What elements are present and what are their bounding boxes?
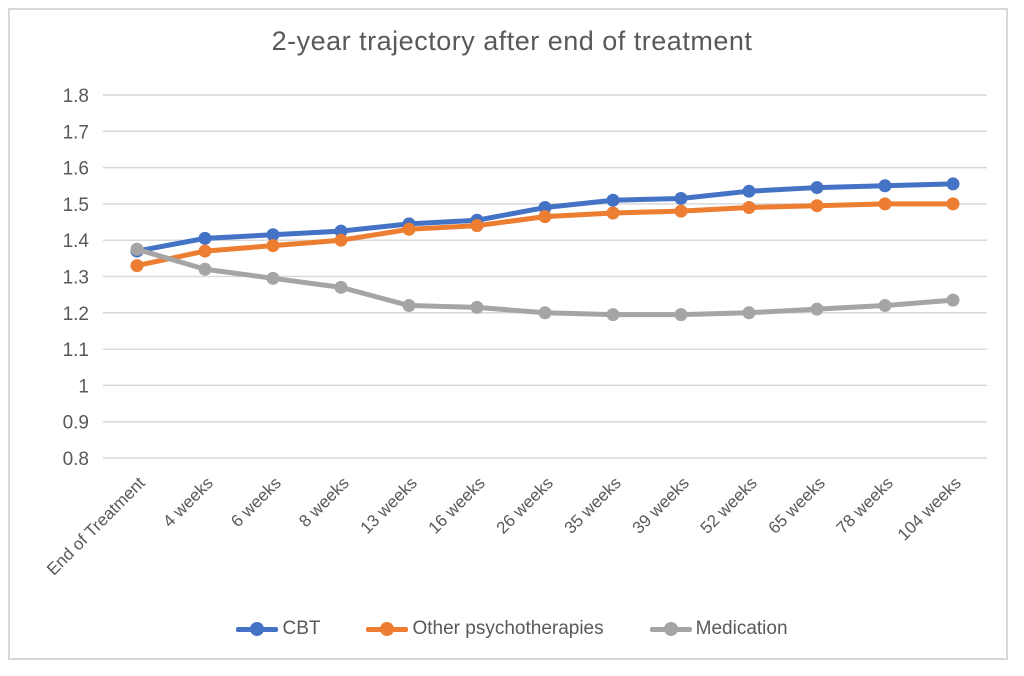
- y-tick-label: 1.2: [63, 304, 89, 325]
- data-point-0-9: [742, 184, 756, 198]
- legend-item-medication: Medication: [649, 618, 788, 640]
- other-psychotherapies-line-marker-icon: [366, 622, 409, 636]
- data-point-2-3: [334, 280, 348, 294]
- data-point-1-11: [878, 197, 892, 211]
- data-point-2-7: [606, 308, 620, 322]
- data-point-0-6: [538, 201, 552, 215]
- y-tick-label: 0.8: [63, 449, 89, 470]
- data-point-0-1: [198, 231, 212, 245]
- x-tick-label: 26 weeks: [493, 473, 557, 537]
- y-tick-label: 1: [78, 376, 89, 397]
- x-tick-label: 78 weeks: [833, 473, 897, 537]
- data-point-1-4: [402, 222, 416, 236]
- x-tick-label: 65 weeks: [765, 473, 829, 537]
- data-point-0-10: [810, 181, 824, 195]
- y-tick-label: 1.5: [63, 195, 89, 216]
- data-point-2-11: [878, 299, 892, 313]
- legend-item-other-psychotherapies: Other psychotherapies: [366, 618, 604, 640]
- data-point-1-10: [810, 199, 824, 213]
- x-tick-label: 8 weeks: [295, 473, 353, 531]
- data-point-0-7: [606, 193, 620, 207]
- data-point-2-6: [538, 306, 552, 320]
- data-point-1-5: [470, 219, 484, 233]
- cbt-line-marker-icon: [236, 622, 279, 636]
- x-tick-label: 52 weeks: [697, 473, 761, 537]
- y-tick-label: 1.7: [63, 122, 89, 143]
- data-point-2-2: [266, 271, 280, 285]
- data-point-1-9: [742, 201, 756, 215]
- x-tick-label: 16 weeks: [425, 473, 489, 537]
- legend-label-other-psychotherapies: Other psychotherapies: [412, 618, 604, 639]
- y-tick-label: 1.8: [63, 86, 89, 107]
- medication-line-marker-icon: [649, 622, 692, 636]
- y-tick-label: 1.1: [63, 340, 89, 361]
- y-tick-label: 1.6: [63, 159, 89, 180]
- data-point-1-6: [538, 210, 552, 224]
- data-point-0-12: [946, 177, 960, 191]
- data-point-1-3: [334, 233, 348, 247]
- data-point-2-8: [674, 308, 688, 322]
- data-point-1-8: [674, 204, 688, 218]
- data-point-0-2: [266, 228, 280, 242]
- x-tick-label: 6 weeks: [227, 473, 285, 531]
- chart-title: 2-year trajectory after end of treatment: [271, 26, 753, 56]
- y-tick-label: 0.9: [63, 413, 89, 434]
- data-point-1-7: [606, 206, 620, 220]
- data-point-2-1: [198, 262, 212, 276]
- data-point-0-3: [334, 224, 348, 238]
- data-point-2-10: [810, 302, 824, 316]
- x-tick-label: 39 weeks: [629, 473, 693, 537]
- data-point-1-1: [198, 244, 212, 258]
- x-tick-label: 4 weeks: [159, 473, 217, 531]
- data-point-2-5: [470, 300, 484, 314]
- data-point-2-4: [402, 299, 416, 313]
- chart-frame-border: [8, 8, 1008, 660]
- chart-legend: CBT Other psychotherapies Medication: [0, 618, 1024, 640]
- data-point-2-0: [130, 242, 144, 256]
- y-tick-label: 1.4: [63, 231, 90, 252]
- legend-item-cbt: CBT: [236, 618, 320, 640]
- data-point-0-8: [674, 191, 688, 205]
- legend-label-cbt: CBT: [282, 618, 321, 639]
- legend-label-medication: Medication: [695, 618, 788, 639]
- data-point-2-9: [742, 306, 756, 320]
- x-tick-label: End of Treatment: [43, 473, 149, 579]
- data-point-1-0: [130, 259, 144, 273]
- data-point-1-2: [266, 239, 280, 253]
- plot-area: 1.8 1.7 1.6 1.5 1.4 1.3 1.2 1.1 1 0.9 0.8 End of Tr…: [43, 86, 987, 579]
- data-point-0-11: [878, 179, 892, 193]
- data-point-1-12: [946, 197, 960, 211]
- x-tick-label: 13 weeks: [357, 473, 421, 537]
- x-tick-label: 35 weeks: [561, 473, 625, 537]
- y-tick-label: 1.3: [63, 268, 89, 289]
- x-tick-label: 104 weeks: [894, 473, 965, 544]
- data-point-2-12: [946, 293, 960, 307]
- series-line-2: [134, 246, 956, 318]
